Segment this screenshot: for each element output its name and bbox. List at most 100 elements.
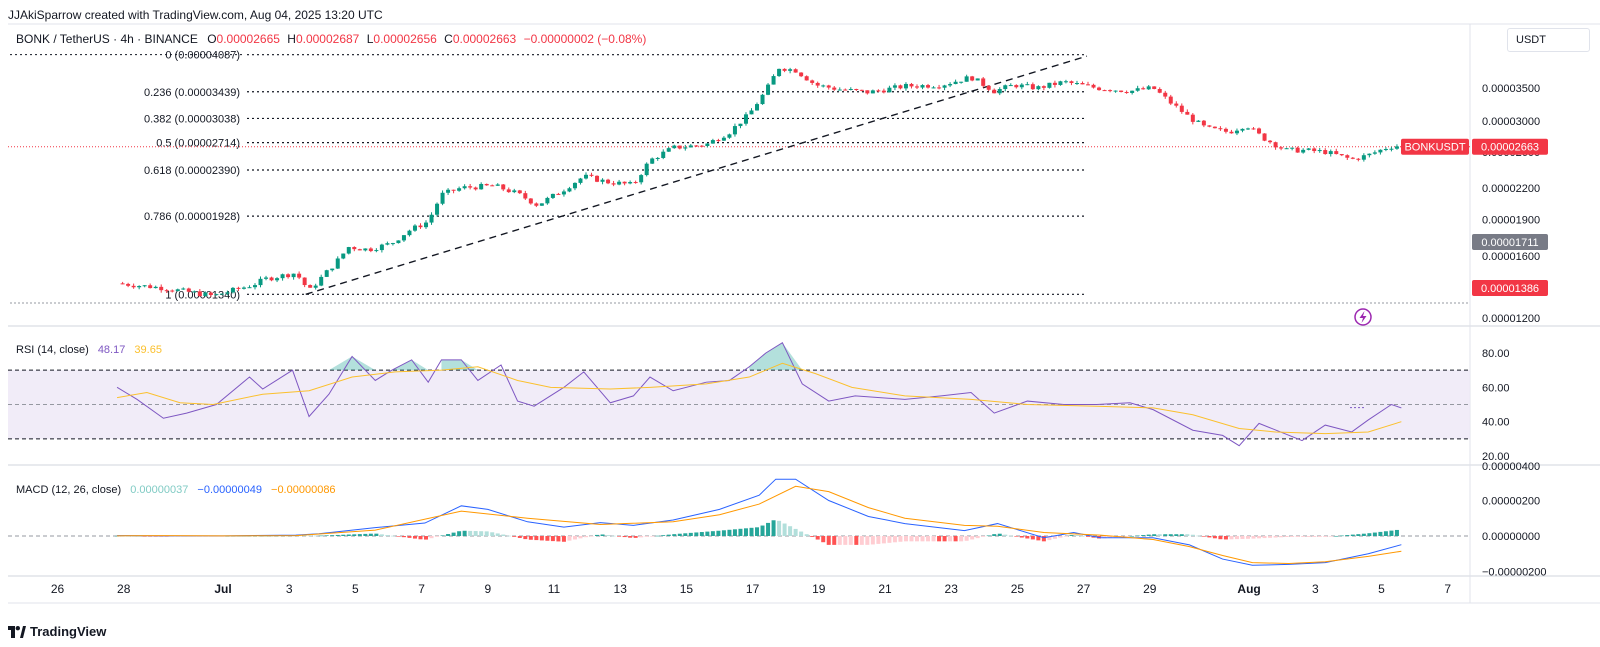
candle-body	[1223, 128, 1228, 132]
lightning-icon[interactable]	[1354, 308, 1372, 326]
macd-histogram-bar	[694, 532, 699, 536]
candle-body	[137, 286, 142, 288]
macd-hist-value: 0.00000037	[130, 484, 189, 496]
candle-body	[821, 85, 826, 87]
candle-body	[799, 72, 804, 77]
macd-histogram-bar	[639, 536, 644, 538]
candle-body	[451, 189, 456, 191]
candle-body	[1052, 82, 1057, 85]
tradingview-logo[interactable]: TradingView	[8, 624, 106, 639]
candle-body	[1025, 84, 1030, 86]
rsi-legend-name: RSI (14, close)	[16, 344, 89, 356]
candle-body	[843, 89, 848, 91]
candle-body	[606, 179, 611, 184]
macd-histogram-bar	[1356, 534, 1361, 536]
price-axis-tick: 0.00001600	[1482, 251, 1540, 263]
macd-histogram-bar	[1394, 529, 1399, 536]
candle-body	[131, 285, 136, 288]
candle-body	[142, 285, 147, 287]
candle-body	[903, 83, 908, 89]
candle-body	[1201, 120, 1206, 126]
candle-body	[1372, 152, 1377, 154]
macd-histogram-bar	[1295, 536, 1300, 537]
macd-histogram-bar	[578, 536, 583, 539]
candle-body	[1185, 111, 1190, 115]
candle-body	[887, 87, 892, 93]
candle-body	[1091, 84, 1096, 88]
candle-body	[523, 193, 528, 199]
macd-histogram-bar	[661, 535, 666, 536]
macd-histogram-bar	[1212, 536, 1217, 539]
symbol-title[interactable]: BONK / TetherUS · 4h · BINANCE	[16, 32, 198, 46]
macd-histogram-bar	[501, 534, 506, 536]
candle-body	[1350, 157, 1355, 159]
macd-histogram-bar	[308, 535, 313, 537]
macd-histogram-bar	[1323, 536, 1328, 537]
macd-histogram-bar	[1130, 535, 1135, 537]
candle-body	[1141, 88, 1146, 90]
symbol-price-tag-label: BONKUSDT	[1404, 142, 1465, 154]
time-axis-tick: 26	[51, 582, 65, 596]
close-label: C	[444, 32, 453, 46]
macd-histogram-bar	[1361, 533, 1366, 536]
low-value: 0.00002656	[373, 32, 437, 46]
time-axis-tick: 3	[1312, 582, 1319, 596]
macd-histogram-bar	[1383, 531, 1388, 536]
macd-histogram-bar	[589, 536, 594, 537]
macd-histogram-bar	[865, 536, 870, 545]
time-axis-tick: 9	[484, 582, 491, 596]
candle-body	[1074, 83, 1079, 85]
rsi-line	[116, 341, 1402, 447]
candle-body	[732, 126, 737, 135]
macd-histogram-bar	[446, 534, 451, 536]
price-axis-tick: 0.00001200	[1482, 313, 1540, 325]
macd-histogram-bar	[854, 536, 859, 545]
candle-body	[699, 145, 704, 147]
macd-histogram-bar	[545, 536, 550, 541]
red-price-marker-value: 0.00001386	[1481, 283, 1539, 295]
rsi-legend[interactable]: RSI (14, close) 48.17 39.65	[16, 344, 162, 356]
macd-histogram-bar	[1290, 536, 1295, 537]
currency-button[interactable]: USDT	[1507, 28, 1590, 52]
candle-body	[225, 292, 230, 294]
macd-histogram-bar	[716, 530, 721, 536]
macd-histogram-bar	[142, 536, 147, 537]
candle-body	[368, 248, 373, 252]
macd-histogram-bar	[1102, 536, 1107, 539]
candle-body	[308, 285, 313, 288]
candle-body	[352, 247, 357, 250]
candle-body	[920, 85, 925, 88]
candle-body	[583, 174, 588, 179]
candle-body	[975, 78, 980, 81]
candle-body	[1290, 147, 1295, 149]
candle-body	[892, 85, 897, 88]
time-axis-tick: 13	[614, 582, 628, 596]
candle-body	[1339, 154, 1344, 156]
candle-body	[1229, 131, 1234, 134]
macd-histogram-bar	[909, 536, 914, 542]
macd-histogram-bar	[1378, 531, 1383, 536]
macd-histogram-bar	[683, 533, 688, 536]
macd-histogram-bar	[1279, 536, 1284, 538]
macd-histogram-bar	[1003, 534, 1008, 536]
candle-body	[1030, 84, 1035, 90]
trend-line	[305, 55, 1088, 295]
price-axis-tick: 0.00001900	[1482, 214, 1540, 226]
macd-histogram-bar	[1218, 536, 1223, 540]
candle-body	[1251, 128, 1256, 130]
candle-body	[600, 179, 605, 182]
candle-body	[948, 84, 953, 86]
candle-body	[302, 277, 307, 286]
macd-legend[interactable]: MACD (12, 26, close) 0.00000037 −0.00000…	[16, 484, 336, 496]
macd-histogram-bar	[749, 527, 754, 536]
candle-body	[534, 203, 539, 206]
fib-level-label: 1 (0.00001340)	[165, 289, 240, 301]
candle-body	[848, 88, 853, 90]
symbol-price-tag-bg	[1401, 138, 1469, 155]
time-axis-tick: 11	[548, 582, 561, 596]
lightning-icon-bolt	[1359, 311, 1367, 323]
candle-body	[937, 87, 942, 89]
macd-histogram-bar	[721, 530, 726, 536]
candle-body	[1295, 147, 1300, 153]
